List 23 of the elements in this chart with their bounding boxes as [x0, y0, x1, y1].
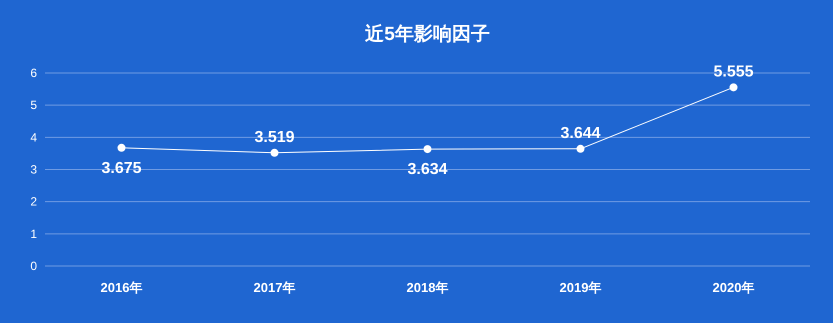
point	[730, 83, 738, 92]
y-tick-label: 5	[30, 98, 38, 112]
data-label: 3.634	[407, 161, 448, 178]
x-tick-label: 2016年	[100, 280, 142, 295]
point	[576, 144, 584, 153]
data-label: 3.519	[254, 128, 295, 146]
data-label: 5.555	[713, 63, 754, 80]
y-tick-label: 0	[30, 259, 38, 273]
y-tick-label: 6	[30, 66, 38, 80]
y-tick-label: 1	[30, 226, 38, 241]
point	[270, 148, 278, 157]
data-label: 3.644	[560, 124, 601, 142]
y-tick-label: 4	[30, 130, 38, 144]
data-label: 3.675	[101, 160, 142, 177]
x-tick-label: 2019年	[560, 280, 602, 295]
point	[424, 145, 432, 154]
x-tick-label: 2018年	[406, 280, 448, 295]
point	[118, 144, 126, 152]
y-tick-label: 2	[30, 194, 38, 209]
chart-title: 近5年影响因子	[364, 23, 490, 45]
x-tick-label: 2017年	[254, 280, 296, 295]
x-tick-label: 2020年	[712, 280, 754, 295]
y-tick-label: 3	[30, 162, 38, 176]
